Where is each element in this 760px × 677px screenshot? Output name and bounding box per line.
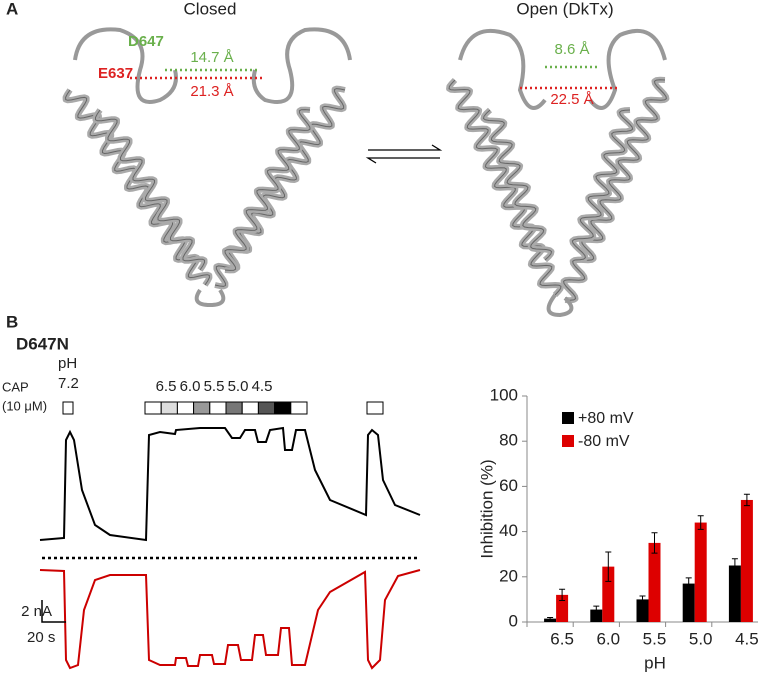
ph-step: 5.0 [228, 378, 249, 395]
bar [728, 565, 741, 622]
y-tick-label: 60 [499, 476, 518, 495]
error-bar [639, 595, 646, 604]
error-bar [743, 493, 750, 507]
distance: 21.3 Å [190, 83, 233, 100]
scale-label: 2 nA [21, 603, 52, 620]
legend-swatch [562, 435, 574, 447]
bar [544, 618, 557, 622]
scale-bar [41, 600, 66, 623]
distance: 22.5 Å [550, 91, 593, 108]
app-box [366, 401, 384, 415]
panel-label: B [6, 312, 18, 331]
y-tick-label: 0 [509, 611, 518, 630]
ph-box [257, 401, 276, 415]
x-tick-label: 6.0 [596, 629, 620, 648]
artwork [39, 27, 670, 670]
error-bar [547, 616, 554, 621]
bar [682, 583, 695, 622]
ph-step: 6.0 [180, 378, 201, 395]
ph-box [241, 401, 259, 415]
ph-label: pH [58, 355, 77, 372]
x-axis-label: pH [644, 653, 666, 672]
x-tick-label: 6.5 [550, 629, 574, 648]
cap-conc: (10 μM) [2, 398, 47, 413]
error-bar [605, 551, 612, 582]
scale-label: 20 s [27, 629, 55, 646]
legend-label: +80 mV [578, 410, 634, 427]
ph-box [144, 401, 162, 415]
bar [740, 499, 753, 622]
loop [194, 288, 226, 308]
y-axis-label: Inhibition (%) [477, 459, 496, 558]
title: Closed [184, 0, 237, 18]
bar [648, 542, 661, 622]
error-bar [651, 532, 658, 554]
helix-edge [563, 79, 667, 301]
loop [73, 27, 178, 104]
distance: 8.6 Å [554, 41, 589, 58]
ph-value: 7.2 [58, 375, 79, 392]
residue: D647 [128, 33, 164, 50]
bar [602, 566, 615, 622]
x-tick-label: 4.5 [735, 629, 759, 648]
ph-box [193, 401, 211, 415]
ph-box [176, 401, 195, 415]
title: Open (DkTx) [516, 0, 613, 18]
error-bar [593, 605, 600, 614]
distance: 14.7 Å [190, 49, 233, 66]
ph-box [209, 401, 227, 415]
helix-edge [571, 109, 634, 261]
y-tick-label: 40 [499, 521, 518, 540]
legend-swatch [562, 412, 574, 424]
arrow [365, 144, 443, 164]
y-tick-label: 80 [499, 431, 518, 450]
helix-edge [482, 109, 553, 261]
trace [39, 569, 421, 670]
bar [636, 599, 649, 622]
helix-edge [224, 109, 311, 271]
helix-edge [448, 79, 562, 296]
loop [588, 29, 667, 110]
ph-step: 5.5 [204, 378, 225, 395]
panel-label: A [6, 0, 18, 18]
legend-label: -80 mV [578, 433, 630, 450]
ph-box [225, 401, 243, 415]
bar [556, 594, 569, 622]
error-bar [685, 577, 692, 590]
ph-box [160, 401, 178, 415]
loop [458, 29, 547, 110]
cap-label: CAP [2, 379, 29, 394]
ph-step: 6.5 [156, 378, 177, 395]
ph-step: 4.5 [252, 378, 273, 395]
loop [546, 293, 574, 318]
loop [251, 27, 352, 104]
construct: D647N [16, 334, 69, 353]
y-tick-label: 100 [490, 385, 518, 404]
bar [694, 522, 707, 622]
residue: E637 [98, 65, 133, 82]
y-tick-label: 20 [499, 566, 518, 585]
helix-edge [95, 109, 205, 271]
ph-box [290, 401, 308, 415]
app-box [62, 401, 74, 415]
error-bar [559, 588, 566, 602]
trace [39, 426, 421, 542]
x-tick-label: 5.5 [643, 629, 667, 648]
ph-box [274, 401, 292, 415]
x-tick-label: 5.0 [689, 629, 713, 648]
error-bar [731, 558, 738, 573]
error-bar [697, 515, 704, 530]
